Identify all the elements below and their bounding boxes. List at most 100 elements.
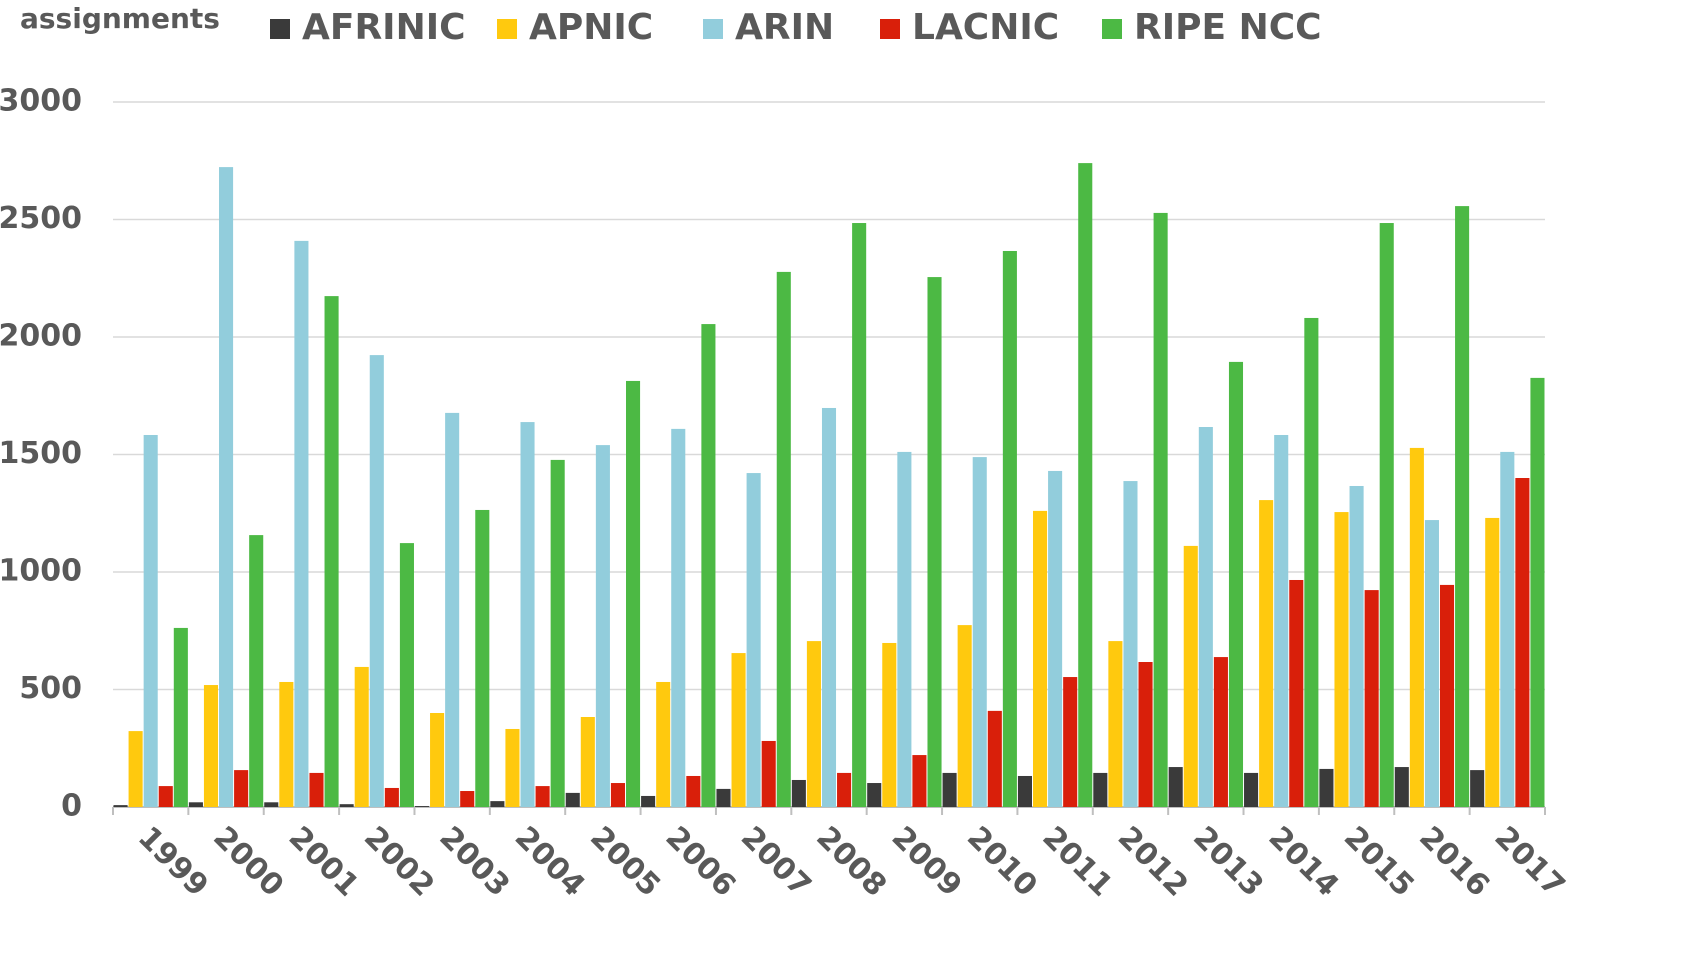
legend-swatch (1102, 19, 1122, 39)
bar (1183, 545, 1198, 807)
bar (1063, 677, 1078, 807)
bar (1093, 772, 1108, 807)
bar (1289, 579, 1304, 807)
y-tick-label: 1500 (0, 436, 82, 471)
bar (1515, 478, 1530, 807)
bar (354, 666, 369, 807)
bar (279, 681, 294, 807)
bar (399, 543, 414, 807)
bar (1259, 500, 1274, 807)
bar (791, 779, 806, 807)
legend-swatch (270, 19, 290, 39)
bar (776, 271, 791, 807)
bar (1470, 770, 1485, 807)
bar (1228, 361, 1244, 807)
bar (1530, 377, 1545, 807)
bar (852, 223, 867, 807)
y-tick-label: 0 (61, 789, 82, 824)
y-tick-label: 500 (19, 671, 82, 706)
bar (1048, 470, 1063, 807)
bar (565, 792, 580, 807)
bar (1153, 212, 1168, 808)
bar (264, 802, 279, 807)
bar (1168, 767, 1183, 807)
bar (1424, 520, 1439, 807)
x-tick-label: 2013 (1186, 820, 1270, 904)
bar (1304, 317, 1319, 807)
bar (505, 728, 520, 807)
bar (1500, 451, 1515, 807)
bar (641, 795, 656, 807)
bar (490, 801, 505, 807)
bar (1002, 250, 1017, 808)
bar (414, 806, 430, 807)
legend-swatch (497, 19, 517, 39)
legend-label: ARIN (735, 7, 834, 48)
bar (188, 802, 203, 807)
bar (626, 380, 641, 807)
bar (972, 457, 987, 807)
bar (927, 277, 942, 807)
bar (1394, 767, 1409, 807)
bar (686, 775, 701, 807)
bar (203, 685, 219, 807)
bar (384, 787, 399, 807)
bar (806, 641, 821, 807)
bar (1379, 223, 1394, 807)
bar (942, 772, 957, 807)
bar (1439, 584, 1455, 807)
bar (445, 412, 460, 807)
bar (1123, 481, 1138, 807)
bar (701, 324, 716, 807)
bar (550, 459, 565, 807)
bar (731, 653, 746, 807)
legend-label: RIPE NCC (1134, 7, 1322, 48)
bar (1364, 590, 1379, 807)
bar (1198, 427, 1213, 807)
x-tick-label: 2015 (1337, 820, 1421, 904)
bar (128, 731, 143, 807)
x-tick-label: 1999 (131, 820, 215, 904)
bar (882, 642, 897, 807)
bar (837, 772, 852, 807)
bar (1485, 517, 1500, 807)
bar (430, 713, 445, 807)
bar (294, 240, 309, 807)
bar (249, 535, 264, 807)
bar (369, 355, 384, 807)
x-tick-label: 2001 (282, 820, 366, 904)
bar (1213, 657, 1228, 807)
bar (460, 791, 475, 807)
bar (821, 407, 837, 807)
x-tick-label: 2004 (508, 820, 592, 904)
bar (1319, 768, 1334, 807)
bar (1409, 447, 1424, 807)
bar (656, 681, 671, 807)
bar (309, 772, 324, 807)
bar (897, 451, 912, 807)
legend-label: APNIC (529, 7, 653, 48)
x-tick-label: 2012 (1111, 820, 1195, 904)
bar (158, 786, 173, 807)
bar (1349, 485, 1364, 807)
legend-swatch (880, 19, 900, 39)
x-tick-label: 2003 (432, 820, 516, 904)
bar (1244, 772, 1259, 807)
bar (957, 625, 972, 807)
bar (987, 710, 1002, 807)
bar (219, 167, 234, 808)
bar (867, 783, 882, 807)
bar (671, 428, 686, 807)
bar (1138, 662, 1153, 807)
x-tick-label: 2005 (583, 820, 667, 904)
bar (1334, 512, 1349, 807)
x-tick-label: 2007 (734, 820, 818, 904)
bar (1455, 206, 1470, 808)
x-tick-label: 2006 (659, 820, 743, 904)
bar (535, 786, 550, 807)
bar (610, 783, 626, 807)
bar (143, 434, 158, 807)
bar (912, 755, 927, 807)
x-tick-label: 2009 (885, 820, 969, 904)
bar (475, 509, 490, 807)
